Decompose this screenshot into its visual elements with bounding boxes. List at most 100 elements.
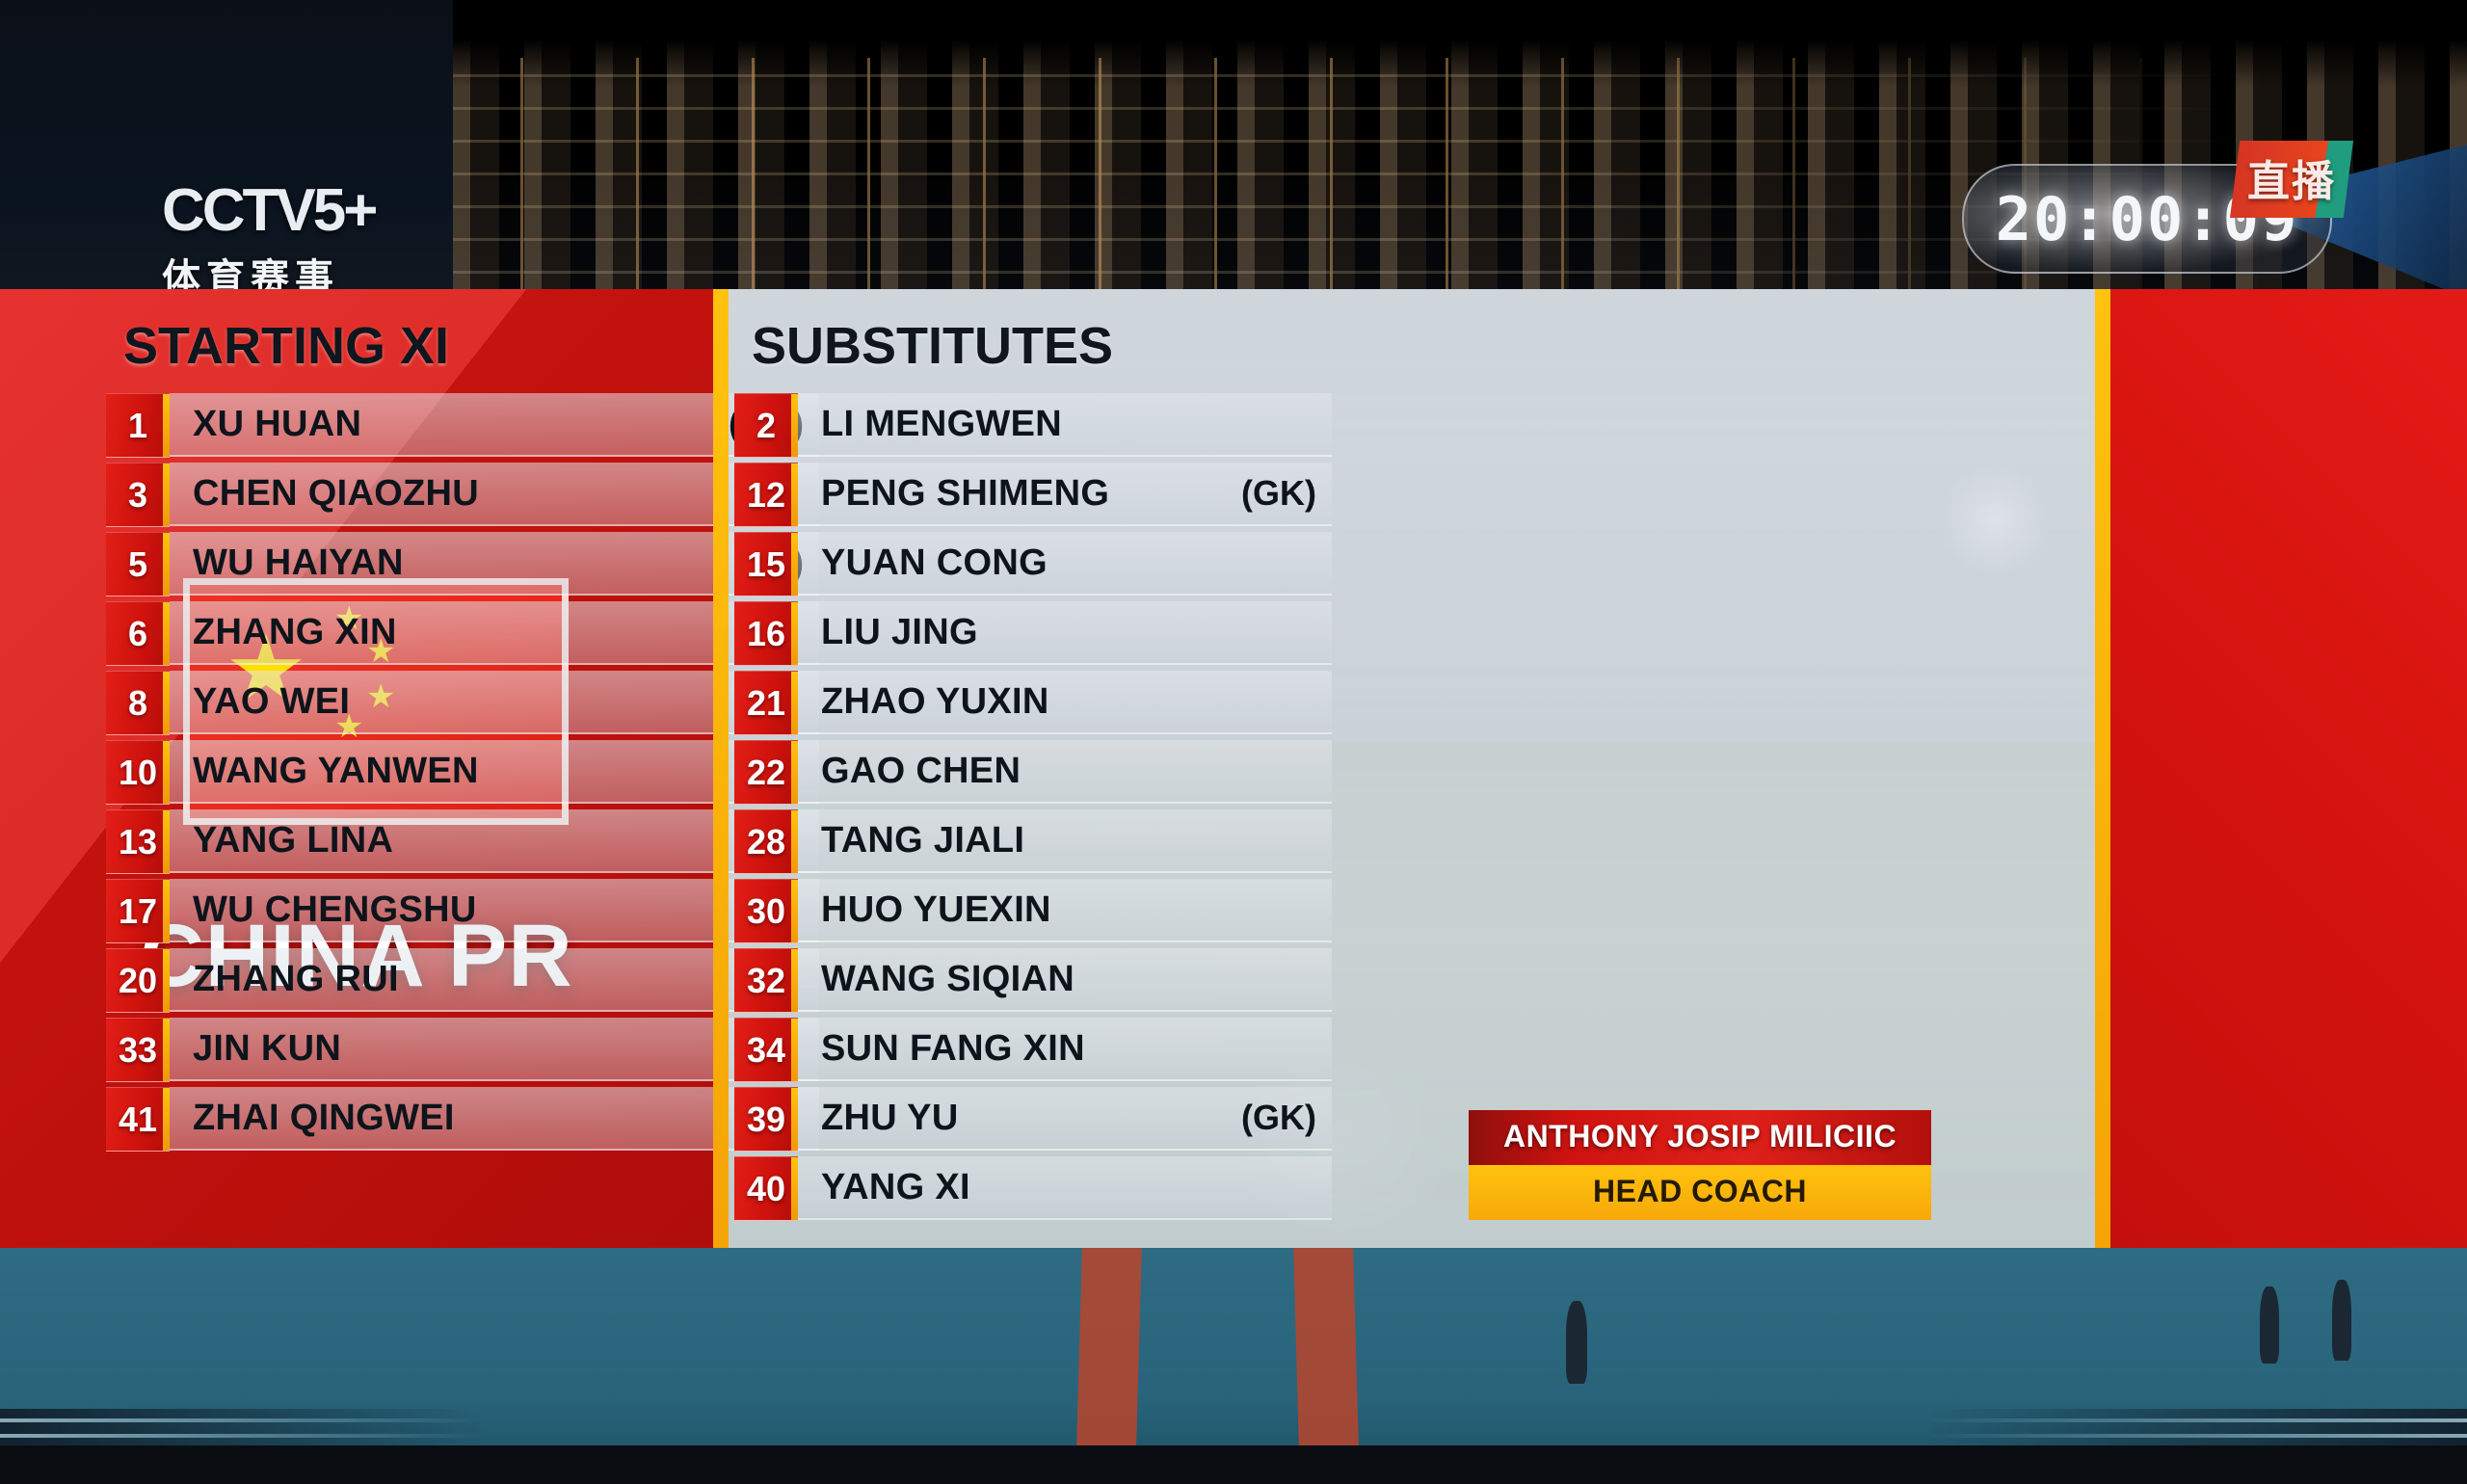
player-name: WU CHENGSHU: [193, 888, 477, 930]
player-row[interactable]: 20 ZHANG RUI: [106, 948, 819, 1012]
player-name: ZHANG RUI: [193, 958, 399, 999]
accent-stripe-left: [713, 289, 729, 1248]
player-number: 6: [127, 613, 148, 653]
player-name-cell: ZHANG XIN: [170, 601, 819, 665]
player-name: WANG SIQIAN: [821, 958, 1074, 999]
player-name-cell: ZHAI QINGWEI: [170, 1087, 819, 1151]
player-number-box: 15: [734, 532, 798, 596]
player-row[interactable]: 41 ZHAI QINGWEI: [106, 1087, 819, 1151]
player-number-box: 1: [106, 393, 170, 457]
player-row[interactable]: 10 WANG YANWEN: [106, 740, 819, 804]
player-row[interactable]: 39 ZHU YU (GK): [734, 1087, 1332, 1151]
player-name-cell: TANG JIALI: [798, 809, 1332, 873]
player-row[interactable]: 13 YANG LINA: [106, 809, 819, 873]
player-number-box: 22: [734, 740, 798, 804]
player-role-tag: (GK): [1241, 1098, 1316, 1137]
head-coach-block: ANTHONY JOSIP MILICIIC HEAD COACH: [1469, 1110, 1931, 1220]
player-number: 41: [118, 1099, 158, 1139]
player-row[interactable]: 34 SUN FANG XIN: [734, 1018, 1332, 1081]
player-number-box: 32: [734, 948, 798, 1012]
player-number: 3: [127, 474, 148, 515]
player-name: YUAN CONG: [821, 542, 1048, 583]
player-number-box: 21: [734, 671, 798, 734]
player-number-box: 41: [106, 1087, 170, 1151]
player-row[interactable]: 6 ZHANG XIN: [106, 601, 819, 665]
player-number: 2: [756, 405, 777, 445]
head-coach-name: ANTHONY JOSIP MILICIIC: [1469, 1110, 1931, 1165]
player-number: 32: [746, 960, 786, 1000]
player-name: HUO YUEXIN: [821, 888, 1051, 930]
player-number-box: 34: [734, 1018, 798, 1081]
player-name: LI MENGWEN: [821, 403, 1062, 444]
player-row[interactable]: 30 HUO YUEXIN: [734, 879, 1332, 942]
broadcast-top-bar: CCTV5+ 体育赛事 20:00:09 直播: [0, 0, 2467, 300]
player-row[interactable]: 8 YAO WEI: [106, 671, 819, 734]
cctv-channel-name: CCTV: [162, 177, 316, 244]
player-name: TANG JIALI: [821, 819, 1025, 861]
player-name-cell: WANG YANWEN: [170, 740, 819, 804]
player-name: ZHANG XIN: [193, 611, 397, 652]
cctv-logo-text: CCTV5+: [162, 181, 378, 241]
player-row[interactable]: 1XU HUAN(GK): [106, 393, 819, 457]
player-row[interactable]: 40 YANG XI: [734, 1156, 1332, 1220]
player-row[interactable]: 3 CHEN QIAOZHU: [106, 463, 819, 526]
player-name: ZHU YU: [821, 1097, 959, 1138]
player-row[interactable]: 32 WANG SIQIAN: [734, 948, 1332, 1012]
substitutes-list: 2 LI MENGWEN 12 PENG SHIMENG (GK) 15 YUAN CONG…: [734, 393, 1332, 1220]
cctv-logo: CCTV5+ 体育赛事: [162, 181, 378, 303]
player-number: 16: [746, 613, 786, 653]
player-name-cell: WANG SIQIAN: [798, 948, 1332, 1012]
player-number: 21: [746, 682, 786, 723]
live-badge: 直播: [2230, 141, 2353, 218]
player-name-cell: YAO WEI: [170, 671, 819, 734]
player-number-box: 5: [106, 532, 170, 596]
player-number-box: 13: [106, 809, 170, 873]
player-name: CHEN QIAOZHU: [193, 472, 480, 514]
player-name-cell: WU CHENGSHU: [170, 879, 819, 942]
player-number-box: 33: [106, 1018, 170, 1081]
player-row[interactable]: 21 ZHAO YUXIN: [734, 671, 1332, 734]
player-number-box: 12: [734, 463, 798, 526]
player-number-box: 6: [106, 601, 170, 665]
player-row[interactable]: 22 GAO CHEN: [734, 740, 1332, 804]
player-row[interactable]: 12 PENG SHIMENG (GK): [734, 463, 1332, 526]
head-coach-role: HEAD COACH: [1469, 1165, 1931, 1220]
player-number: 17: [118, 890, 158, 931]
player-number-box: 28: [734, 809, 798, 873]
player-name: YANG XI: [821, 1166, 970, 1207]
player-number: 22: [746, 752, 786, 792]
player-number: 13: [118, 821, 158, 861]
player-row[interactable]: 33 JIN KUN: [106, 1018, 819, 1081]
player-number-box: 30: [734, 879, 798, 942]
player-number-box: 3: [106, 463, 170, 526]
player-number-box: 2: [734, 393, 798, 457]
player-number: 5: [127, 543, 148, 584]
player-name: WU HAIYAN: [193, 542, 404, 583]
player-row[interactable]: 2 LI MENGWEN: [734, 393, 1332, 457]
track-shadow: [0, 1445, 2467, 1484]
player-number: 33: [118, 1029, 158, 1070]
player-number-box: 10: [106, 740, 170, 804]
player-number: 1: [127, 405, 148, 445]
player-name: ZHAI QINGWEI: [193, 1097, 455, 1138]
player-row[interactable]: 5WU HAIYAN(C): [106, 532, 819, 596]
player-name: YANG LINA: [193, 819, 394, 861]
player-number-box: 8: [106, 671, 170, 734]
player-row[interactable]: 17 WU CHENGSHU: [106, 879, 819, 942]
player-name: LIU JING: [821, 611, 978, 652]
player-number: 40: [746, 1168, 786, 1208]
player-name-cell: CHEN QIAOZHU: [170, 463, 819, 526]
player-row[interactable]: 28 TANG JIALI: [734, 809, 1332, 873]
player-row[interactable]: 15 YUAN CONG: [734, 532, 1332, 596]
player-name: ZHAO YUXIN: [821, 680, 1049, 722]
person-runner-a: [2260, 1286, 2279, 1364]
player-name-cell: SUN FANG XIN: [798, 1018, 1332, 1081]
player-number: 34: [746, 1029, 786, 1070]
player-row[interactable]: 16 LIU JING: [734, 601, 1332, 665]
player-name-cell: HUO YUEXIN: [798, 879, 1332, 942]
player-name-cell: ZHU YU (GK): [798, 1087, 1332, 1151]
player-name-cell: LIU JING: [798, 601, 1332, 665]
player-number: 12: [746, 474, 786, 515]
